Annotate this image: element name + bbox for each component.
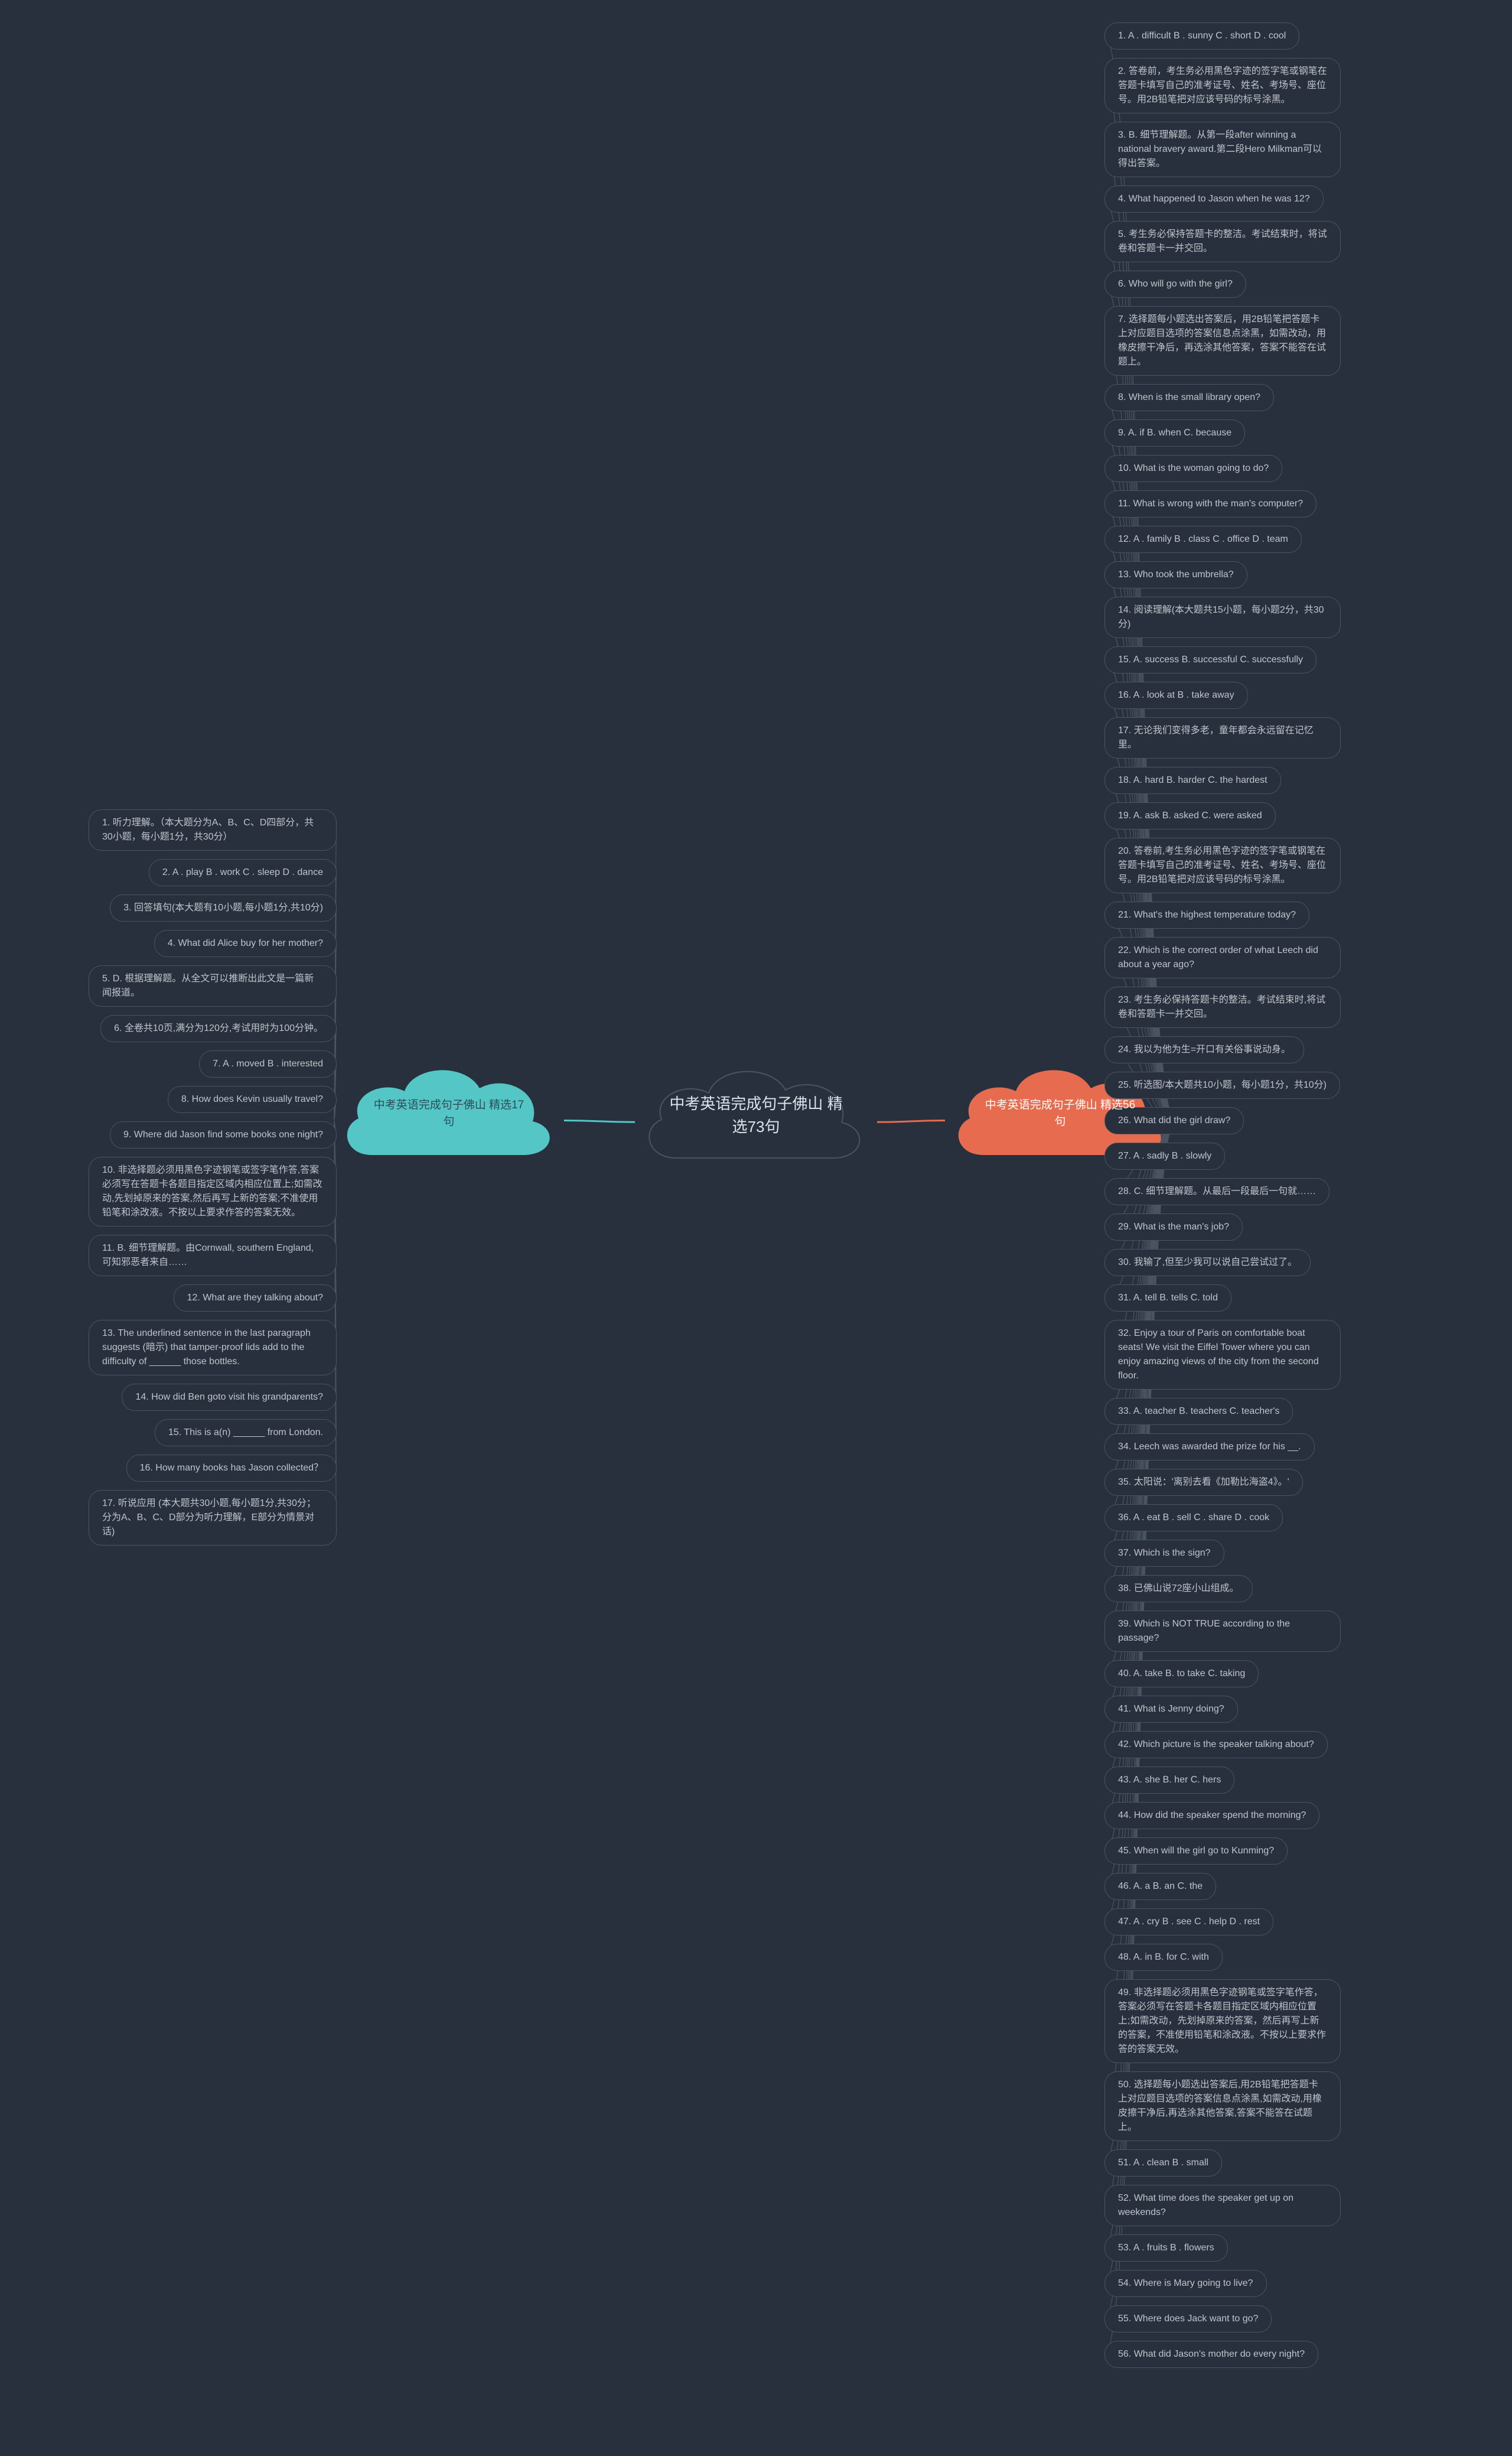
leaf-node: 52. What time does the speaker get up on…: [1104, 2185, 1341, 2226]
leaf-node: 14. 阅读理解(本大题共15小题，每小题2分，共30分): [1104, 597, 1341, 638]
leaf-node: 47. A . cry B . see C . help D . rest: [1104, 1908, 1273, 1935]
leaf-node: 2. 答卷前，考生务必用黑色字迹的签字笔或钢笔在答题卡填写自己的准考证号、姓名、…: [1104, 58, 1341, 113]
leaf-node: 20. 答卷前,考生务必用黑色字迹的签字笔或钢笔在答题卡填写自己的准考证号、姓名…: [1104, 838, 1341, 893]
leaf-node: 2. A . play B . work C . sleep D . dance: [149, 859, 337, 886]
leaf-node: 11. B. 细节理解题。由Cornwall, southern England…: [89, 1235, 337, 1276]
leaf-node: 15. This is a(n) ______ from London.: [155, 1419, 337, 1446]
leaf-node: 25. 听选图/本大题共10小题，每小题1分，共10分): [1104, 1072, 1340, 1099]
leaf-node: 17. 听说应用 (本大题共30小题,每小题1分,共30分；分为A、B、C、D部…: [89, 1490, 337, 1546]
leaf-node: 27. A . sadly B . slowly: [1104, 1143, 1225, 1170]
leaf-node: 56. What did Jason's mother do every nig…: [1104, 2341, 1318, 2368]
leaf-node: 6. Who will go with the girl?: [1104, 271, 1246, 298]
leaf-node: 7. 选择题每小题选出答案后，用2B铅笔把答题卡上对应题目选项的答案信息点涂黑，…: [1104, 306, 1341, 376]
leaf-node: 50. 选择题每小题选出答案后,用2B铅笔把答题卡上对应题目选项的答案信息点涂黑…: [1104, 2071, 1341, 2141]
leaf-node: 10. What is the woman going to do?: [1104, 455, 1282, 482]
leaf-node: 12. A . family B . class C . office D . …: [1104, 526, 1302, 553]
leaf-node: 29. What is the man's job?: [1104, 1214, 1243, 1241]
leaf-node: 40. A. take B. to take C. taking: [1104, 1660, 1259, 1687]
leaf-node: 42. Which picture is the speaker talking…: [1104, 1731, 1328, 1758]
leaf-node: 39. Which is NOT TRUE according to the p…: [1104, 1611, 1341, 1652]
leaf-node: 9. Where did Jason find some books one n…: [110, 1121, 337, 1149]
center-node: 中考英语完成句子佛山 精选73句: [635, 1046, 877, 1185]
leaf-node: 53. A . fruits B . flowers: [1104, 2234, 1228, 2262]
leaf-node: 22. Which is the correct order of what L…: [1104, 937, 1341, 978]
leaf-node: 24. 我以为他为生=开口有关俗事说动身。: [1104, 1036, 1304, 1063]
leaf-node: 4. What happened to Jason when he was 12…: [1104, 186, 1324, 213]
leaf-node: 17. 无论我们变得多老，童年都会永远留在记忆里。: [1104, 717, 1341, 759]
leaf-node: 16. How many books has Jason collected？: [126, 1455, 337, 1482]
leaf-node: 36. A . eat B . sell C . share D . cook: [1104, 1504, 1283, 1531]
leaf-node: 13. Who took the umbrella?: [1104, 561, 1247, 588]
branch-right-label: 中考英语完成句子佛山 精选56句: [983, 1097, 1137, 1131]
leaf-node: 38. 已佛山说72座小山组成。: [1104, 1575, 1253, 1602]
leaf-node: 48. A. in B. for C. with: [1104, 1944, 1223, 1971]
leaf-node: 35. 太阳说：'离别去看《加勒比海盗4》。': [1104, 1469, 1303, 1496]
leaf-node: 10. 非选择题必须用黑色字迹钢笔或签字笔作答,答案必须写在答题卡各题目指定区域…: [89, 1157, 337, 1227]
branch-left-label: 中考英语完成句子佛山 精选17句: [372, 1097, 526, 1131]
leaf-node: 1. A . difficult B . sunny C . short D .…: [1104, 22, 1299, 50]
leaf-node: 33. A. teacher B. teachers C. teacher's: [1104, 1398, 1293, 1425]
leaf-node: 4. What did Alice buy for her mother?: [154, 930, 337, 957]
leaf-node: 1. 听力理解。（本大题分为A、B、C、D四部分，共30小题，每小题1分，共30…: [89, 809, 337, 851]
leaf-column-right: 1. A . difficult B . sunny C . short D .…: [1104, 22, 1341, 2368]
leaf-node: 8. How does Kevin usually travel?: [168, 1086, 337, 1113]
leaf-node: 7. A . moved B . interested: [199, 1050, 337, 1078]
leaf-node: 41. What is Jenny doing?: [1104, 1696, 1238, 1723]
leaf-node: 49. 非选择题必须用黑色字迹钢笔或签字笔作答，答案必须写在答题卡各题目指定区域…: [1104, 1979, 1341, 2063]
leaf-node: 5. D. 根据理解题。从全文可以推断出此文是一篇新闻报道。: [89, 965, 337, 1007]
leaf-node: 13. The underlined sentence in the last …: [89, 1320, 337, 1375]
leaf-node: 30. 我输了,但至少我可以说自己尝试过了。: [1104, 1249, 1311, 1276]
leaf-node: 45. When will the girl go to Kunming?: [1104, 1837, 1288, 1865]
leaf-node: 19. A. ask B. asked C. were asked: [1104, 802, 1276, 829]
leaf-node: 28. C. 细节理解题。从最后一段最后一句就……: [1104, 1178, 1329, 1205]
leaf-node: 15. A. success B. successful C. successf…: [1104, 646, 1317, 674]
leaf-node: 16. A . look at B . take away: [1104, 682, 1248, 709]
leaf-node: 21. What's the highest temperature today…: [1104, 902, 1309, 929]
leaf-node: 43. A. she B. her C. hers: [1104, 1767, 1234, 1794]
leaf-node: 31. A. tell B. tells C. told: [1104, 1284, 1231, 1312]
leaf-node: 34. Leech was awarded the prize for his …: [1104, 1433, 1315, 1460]
leaf-node: 18. A. hard B. harder C. the hardest: [1104, 767, 1281, 794]
leaf-node: 23. 考生务必保持答题卡的整洁。考试结束时,将试卷和答题卡一并交回。: [1104, 987, 1341, 1028]
leaf-node: 3. B. 细节理解题。从第一段after winning a national…: [1104, 122, 1341, 177]
leaf-node: 54. Where is Mary going to live?: [1104, 2270, 1267, 2297]
leaf-node: 37. Which is the sign?: [1104, 1540, 1224, 1567]
leaf-node: 11. What is wrong with the man's compute…: [1104, 490, 1317, 518]
leaf-node: 44. How did the speaker spend the mornin…: [1104, 1802, 1319, 1829]
leaf-node: 32. Enjoy a tour of Paris on comfortable…: [1104, 1320, 1341, 1390]
leaf-node: 6. 全卷共10页,满分为120分,考试用时为100分钟。: [100, 1015, 337, 1042]
branch-node-left: 中考英语完成句子佛山 精选17句: [334, 1046, 564, 1182]
leaf-column-left: 1. 听力理解。（本大题分为A、B、C、D四部分，共30小题，每小题1分，共30…: [89, 809, 337, 1546]
leaf-node: 55. Where does Jack want to go?: [1104, 2305, 1272, 2333]
leaf-node: 5. 考生务必保持答题卡的整洁。考试结束时，将试卷和答题卡一并交回。: [1104, 221, 1341, 262]
leaf-node: 12. What are they talking about?: [174, 1284, 337, 1312]
leaf-node: 8. When is the small library open?: [1104, 384, 1274, 411]
center-node-label: 中考英语完成句子佛山 精选73句: [667, 1092, 845, 1138]
leaf-node: 46. A. a B. an C. the: [1104, 1873, 1216, 1900]
leaf-node: 51. A . clean B . small: [1104, 2149, 1222, 2177]
leaf-node: 9. A. if B. when C. because: [1104, 419, 1245, 447]
leaf-node: 3. 回答填句(本大题有10小题,每小题1分,共10分): [110, 894, 337, 922]
leaf-node: 14. How did Ben goto visit his grandpare…: [122, 1384, 337, 1411]
